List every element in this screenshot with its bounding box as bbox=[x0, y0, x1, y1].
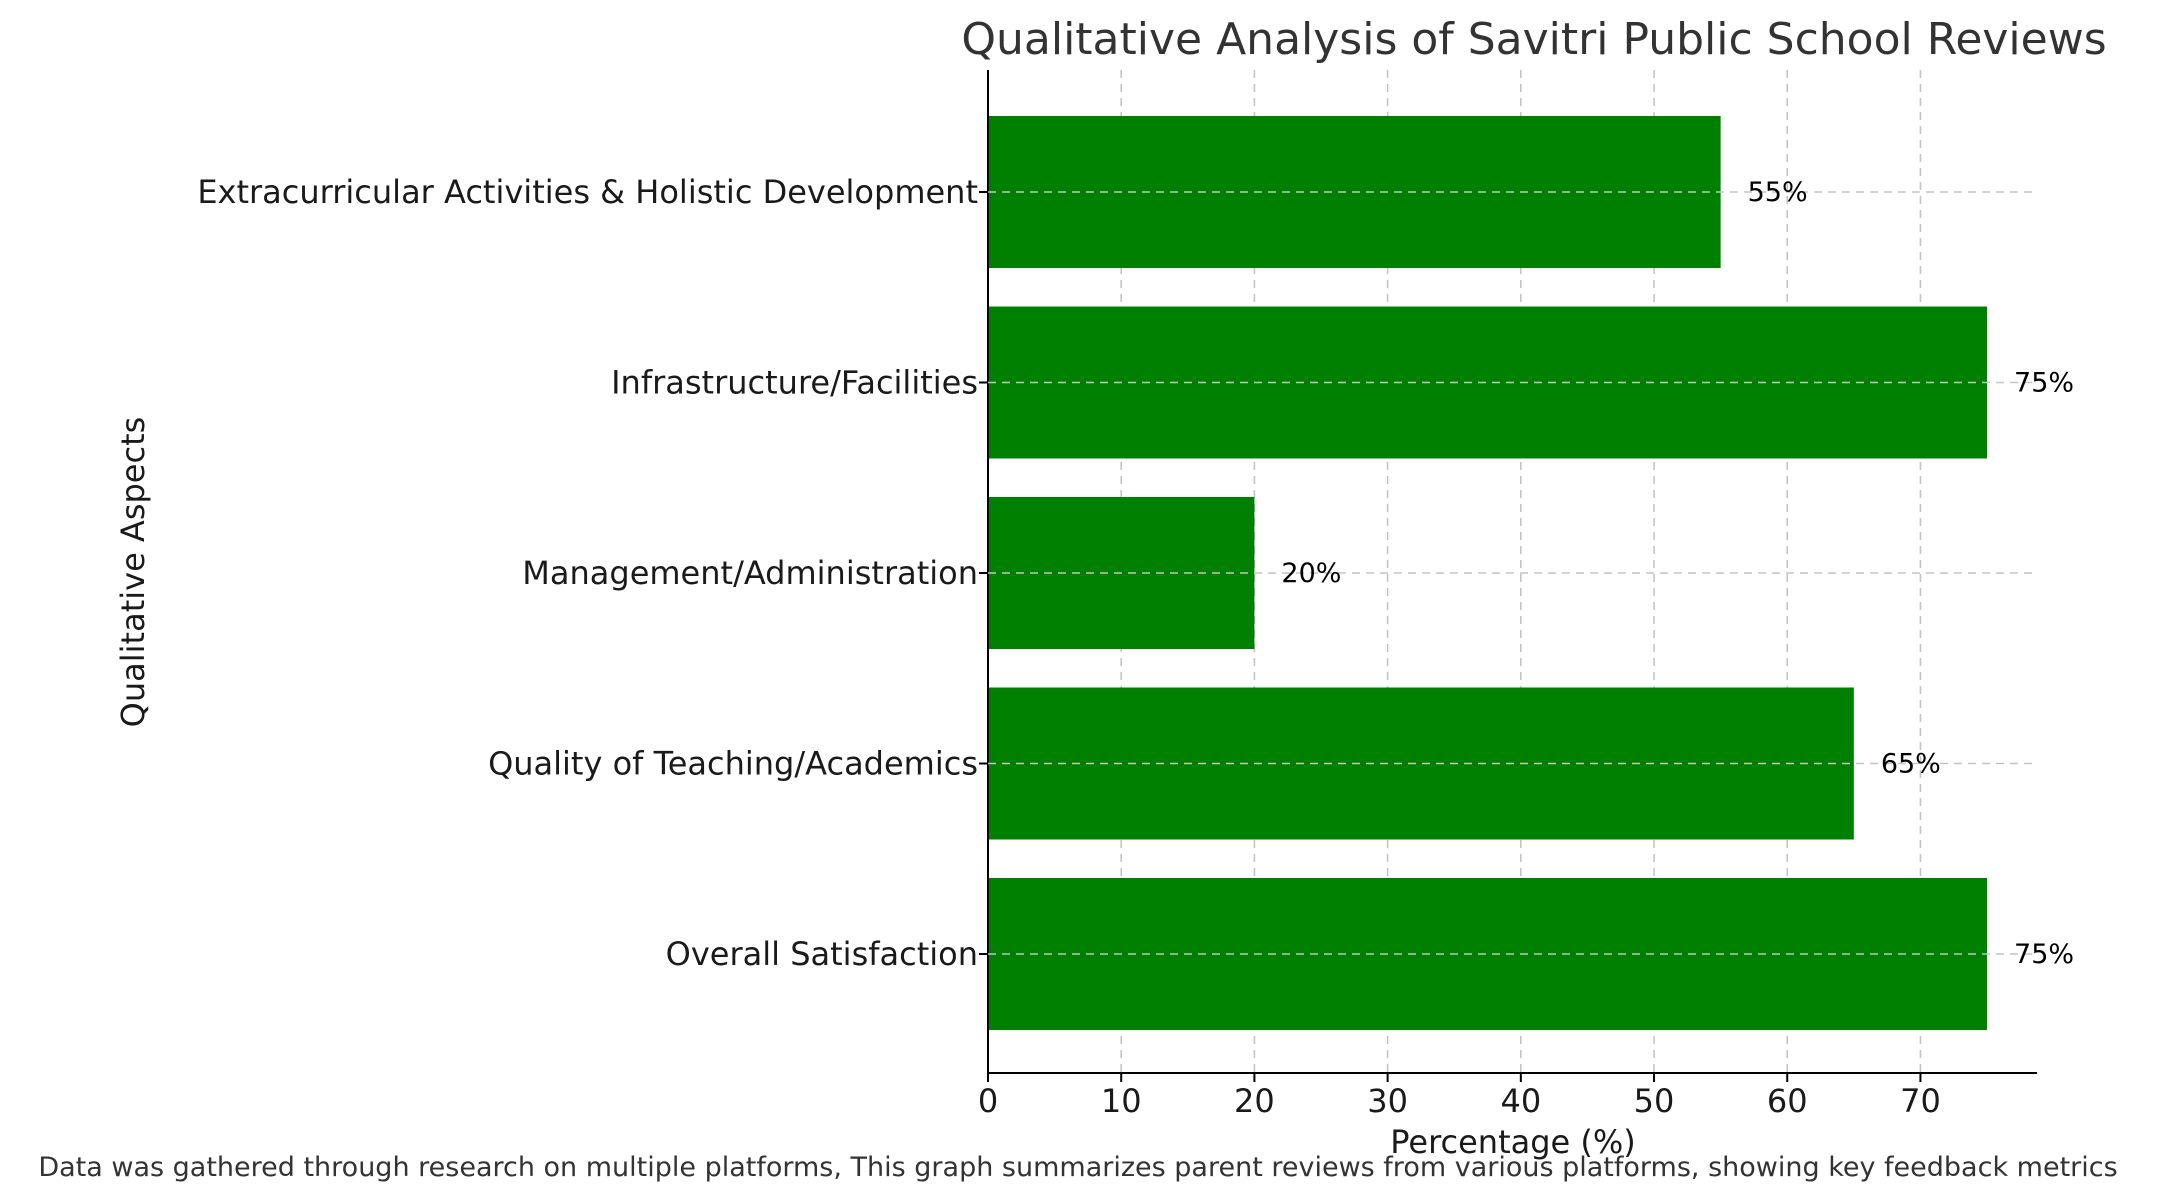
bar-value-label: 20% bbox=[1281, 558, 1341, 589]
x-tick-label: 30 bbox=[1367, 1082, 1408, 1120]
x-tick-label: 70 bbox=[1900, 1082, 1941, 1120]
x-tick-label: 0 bbox=[978, 1082, 998, 1120]
bar-value-label: 55% bbox=[1748, 177, 1808, 208]
bar-value-label: 75% bbox=[2014, 368, 2074, 399]
y-tick-label: Quality of Teaching/Academics bbox=[488, 745, 978, 783]
bar-value-label: 75% bbox=[2014, 939, 2074, 970]
chart-title: Qualitative Analysis of Savitri Public S… bbox=[961, 14, 2106, 65]
x-axis-label: Percentage (%) bbox=[1390, 1123, 1636, 1161]
x-tick-label: 20 bbox=[1234, 1082, 1275, 1120]
x-tick-label: 60 bbox=[1767, 1082, 1808, 1120]
bar-value-label: 65% bbox=[1881, 749, 1941, 780]
footnote: Data was gathered through research on mu… bbox=[38, 1152, 2117, 1183]
y-tick-label: Extracurricular Activities & Holistic De… bbox=[197, 173, 978, 211]
axes: 0 10 20 30 40 50 60 70 Overall Satisfaction Quali… bbox=[197, 70, 2037, 1120]
data-labels: 75% 65% 20% 75% 55% bbox=[988, 177, 2074, 970]
bar bbox=[988, 306, 1988, 459]
x-tick-label: 40 bbox=[1500, 1082, 1541, 1120]
y-tick-label: Infrastructure/Facilities bbox=[611, 364, 978, 402]
bars bbox=[988, 116, 1988, 1030]
x-tick-label: 10 bbox=[1101, 1082, 1142, 1120]
y-tick-label: Overall Satisfaction bbox=[666, 935, 978, 973]
y-tick-label: Management/Administration bbox=[522, 554, 978, 592]
x-tick-label: 50 bbox=[1634, 1082, 1675, 1120]
bar bbox=[988, 878, 1988, 1030]
y-axis-label: Qualitative Aspects bbox=[114, 417, 152, 728]
